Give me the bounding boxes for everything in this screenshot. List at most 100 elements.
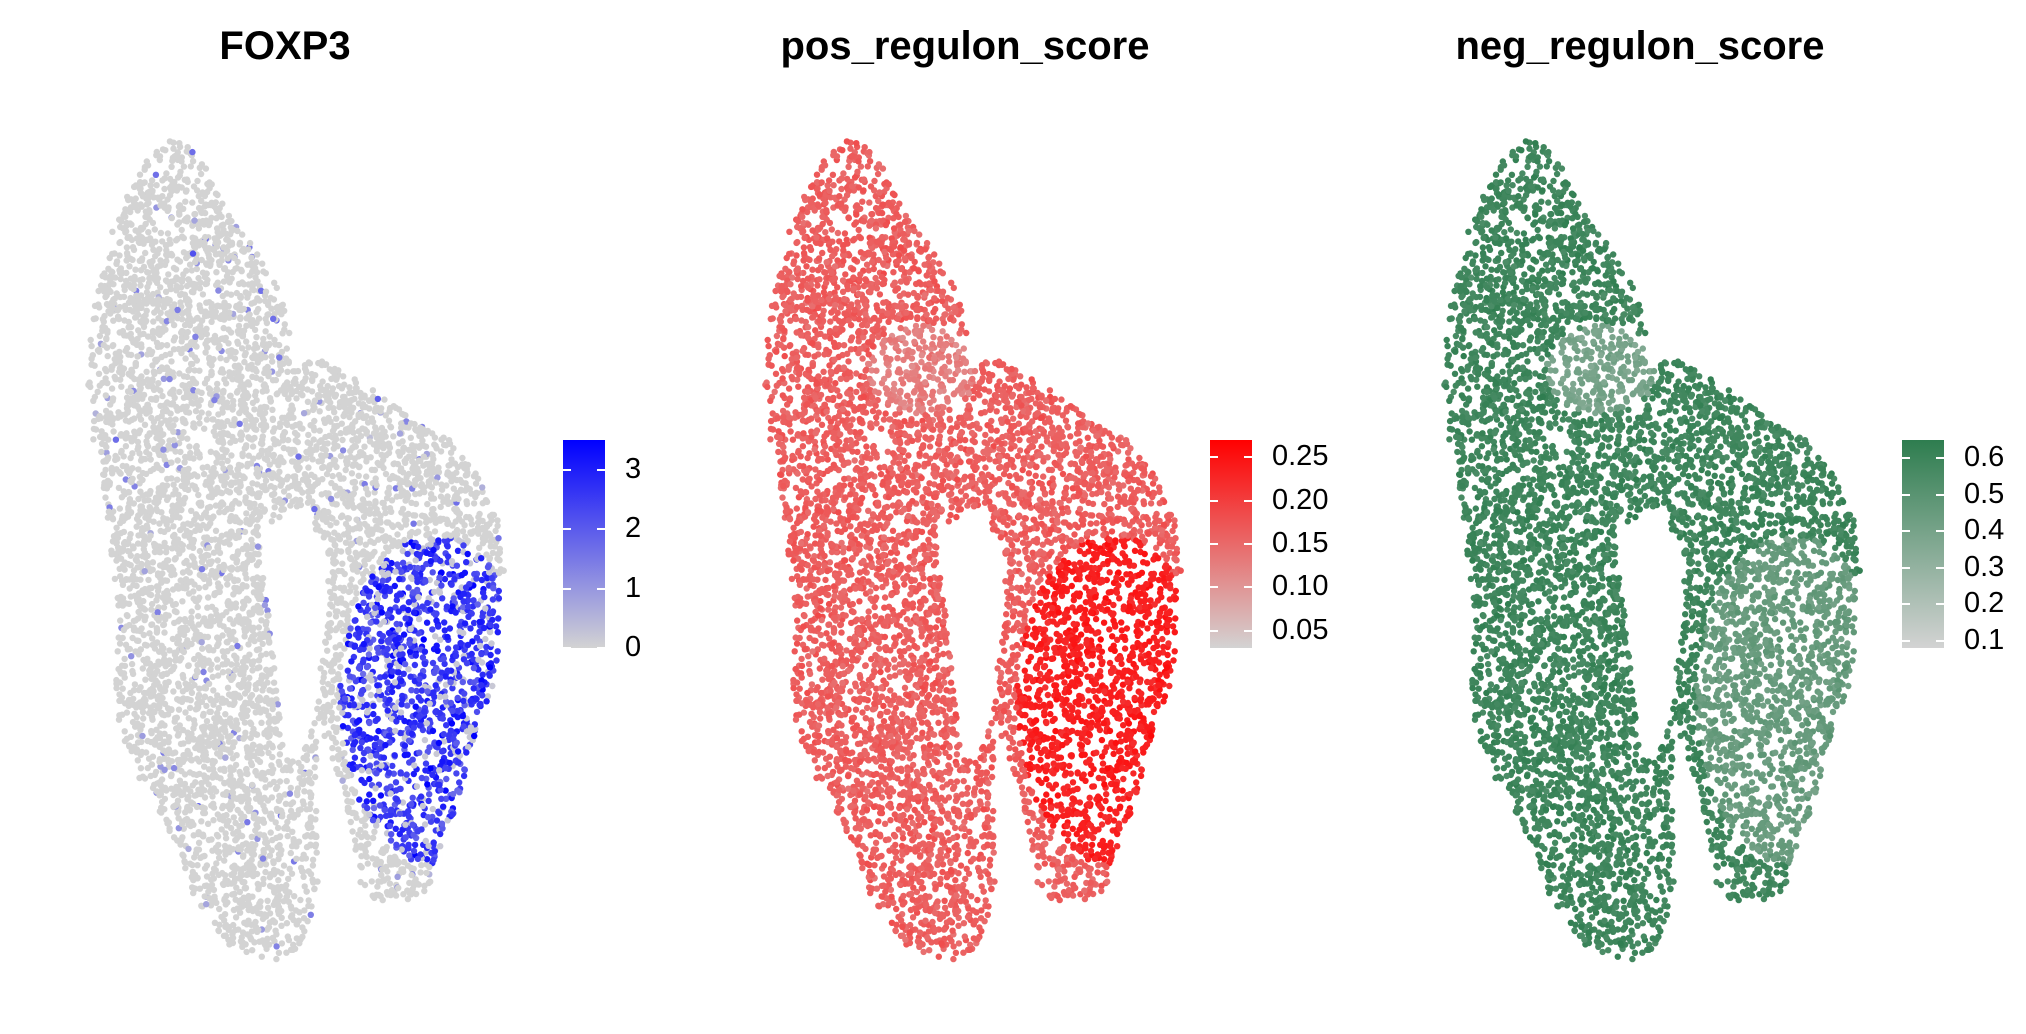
cell-point <box>219 200 226 207</box>
cell-point <box>154 593 161 600</box>
cell-point <box>291 429 299 437</box>
cell-point <box>421 736 429 744</box>
cell-point <box>449 685 456 692</box>
cell-point <box>214 557 221 564</box>
cell-point <box>166 647 173 654</box>
cell-point <box>235 330 242 337</box>
cell-point <box>414 828 421 835</box>
cell-point <box>277 743 284 751</box>
cell-point <box>390 433 397 440</box>
cell-point <box>307 911 314 918</box>
cell-point <box>189 861 196 869</box>
cell-point <box>297 896 304 904</box>
cell-point <box>438 436 445 443</box>
cell-point <box>220 278 228 285</box>
cell-point <box>198 818 205 825</box>
cell-point <box>454 463 462 471</box>
cell-point <box>353 590 360 597</box>
cell-point <box>376 802 384 809</box>
cell-point <box>268 518 275 525</box>
cell-point <box>324 647 331 654</box>
cell-point <box>233 557 241 564</box>
cell-point <box>237 846 244 853</box>
cell-point <box>374 595 381 603</box>
cell-point <box>200 668 207 676</box>
cell-point <box>283 777 290 785</box>
cell-point <box>257 861 264 869</box>
cell-point <box>268 847 275 854</box>
cell-point <box>337 619 344 627</box>
cell-point <box>229 789 237 796</box>
cell-point <box>198 566 206 573</box>
cell-point <box>155 380 162 387</box>
cell-point <box>234 726 242 733</box>
cell-point <box>315 714 323 722</box>
cell-point <box>266 687 273 694</box>
cell-point <box>360 756 367 764</box>
cell-point <box>248 300 255 307</box>
cell-point <box>238 832 246 840</box>
cell-point <box>217 355 224 362</box>
cell-point <box>463 500 471 508</box>
cell-point <box>176 388 183 396</box>
cell-point <box>276 761 283 768</box>
cell-point <box>495 587 502 595</box>
cell-point <box>262 808 269 815</box>
cell-point <box>217 368 224 376</box>
cell-point <box>151 226 158 233</box>
cell-point <box>139 665 146 672</box>
cell-point <box>155 296 162 303</box>
cell-point <box>339 723 347 730</box>
cell-point <box>386 696 393 703</box>
cell-point <box>362 485 370 492</box>
cell-point <box>320 685 327 692</box>
cell-point <box>475 530 482 537</box>
cell-point <box>454 694 461 702</box>
cell-point <box>262 913 270 920</box>
cell-point <box>208 318 215 325</box>
cell-point <box>184 435 191 442</box>
cell-point <box>283 949 290 956</box>
cell-point <box>110 428 117 435</box>
cell-point <box>225 276 233 284</box>
cell-point <box>405 470 412 478</box>
cell-point <box>159 392 166 400</box>
cell-point <box>180 345 187 353</box>
cell-point <box>243 338 250 345</box>
cell-point <box>123 250 131 257</box>
cell-point <box>171 334 179 341</box>
cell-point <box>137 765 145 772</box>
cell-point <box>223 638 230 646</box>
cell-point <box>143 522 150 529</box>
cell-point <box>224 684 232 691</box>
cell-point <box>321 719 328 726</box>
cell-point <box>210 356 217 363</box>
cell-point <box>157 257 164 264</box>
cell-point <box>364 613 371 620</box>
cell-point <box>428 451 435 458</box>
cell-point <box>247 759 255 767</box>
cell-point <box>381 396 388 403</box>
cell-point <box>253 646 261 654</box>
cell-point <box>255 657 263 664</box>
cell-point <box>187 521 194 529</box>
cell-point <box>459 678 466 686</box>
cell-point <box>182 198 189 205</box>
cell-point <box>175 815 182 822</box>
cell-point <box>495 535 502 542</box>
cell-point <box>162 277 170 284</box>
cell-point <box>160 621 168 628</box>
cell-point <box>331 584 338 592</box>
cell-point <box>259 687 266 694</box>
cell-point <box>110 342 117 349</box>
cell-point <box>148 621 156 628</box>
cell-point <box>146 235 154 242</box>
cell-point <box>268 305 275 312</box>
cell-point <box>362 822 369 829</box>
cell-point <box>119 685 126 692</box>
cell-point <box>402 821 409 828</box>
cell-point <box>228 661 235 668</box>
cell-point <box>167 282 174 289</box>
scatter-plot <box>85 138 507 963</box>
